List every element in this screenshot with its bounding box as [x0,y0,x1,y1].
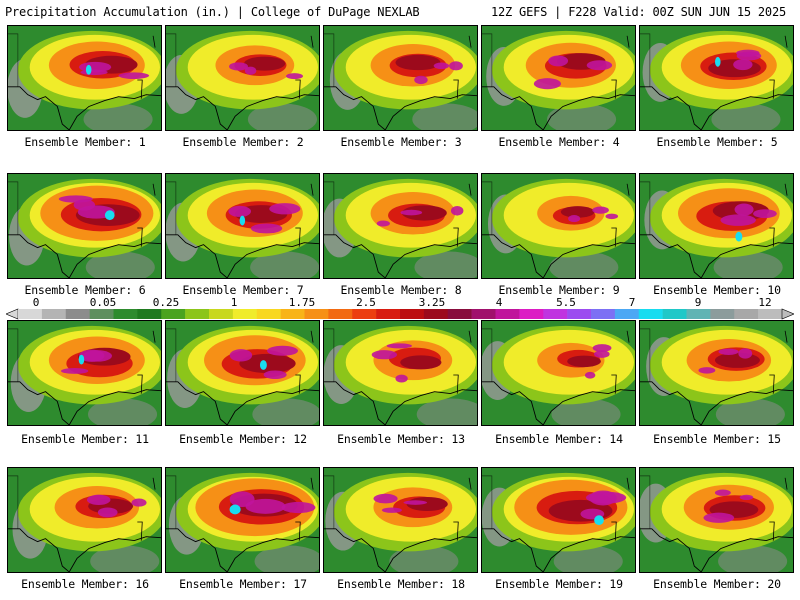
member-label-18: Ensemble Member: 18 [337,577,465,591]
member-map-4 [481,25,636,131]
colorbar-bin-31 [734,309,759,319]
colorbar-bin-26 [614,309,640,319]
colorbar-bin-9 [209,309,234,319]
colorbar-bin-16 [376,309,401,319]
colorbar-tick-label: 12 [758,296,772,309]
member-map-13 [323,320,478,426]
colorbar-bin-12 [280,309,305,319]
colorbar-tick-label: 1 [230,296,238,309]
colorbar-tick-label: 2.5 [356,296,376,309]
colorbar-bin-6 [137,309,162,319]
member-map-19 [481,467,636,573]
member-map-18 [323,467,478,573]
colorbar-bin-17 [400,309,425,319]
member-label-1: Ensemble Member: 1 [24,135,146,149]
member-label-15: Ensemble Member: 15 [653,432,781,446]
colorbar-tick-label: 0.05 [89,296,117,309]
member-map-14 [481,320,636,426]
member-label-5: Ensemble Member: 5 [656,135,778,149]
member-label-10: Ensemble Member: 10 [653,283,781,297]
member-label-11: Ensemble Member: 11 [21,432,149,446]
colorbar-tick-label: 7 [628,296,636,309]
colorbar-bin-2 [41,309,67,319]
colorbar-bin-20 [471,309,496,319]
colorbar-bin-11 [256,309,281,319]
chart-title: Precipitation Accumulation (in.) | Colle… [5,5,420,19]
member-map-1 [7,25,162,131]
colorbar-max-arrow [781,308,794,320]
colorbar-bin-14 [328,309,353,319]
member-label-17: Ensemble Member: 17 [179,577,307,591]
member-map-3 [323,25,478,131]
member-map-20 [639,467,794,573]
colorbar-bin-23 [543,309,568,319]
colorbar-tick-label: 9 [694,296,702,309]
member-label-2: Ensemble Member: 2 [182,135,304,149]
member-map-11 [7,320,162,426]
colorbar-tick-label: 1.75 [288,296,316,309]
member-label-7: Ensemble Member: 7 [182,283,304,297]
member-label-8: Ensemble Member: 8 [340,283,462,297]
colorbar-bin-10 [232,309,258,319]
colorbar-min-arrow [6,308,19,320]
precip-colorbar [6,308,794,320]
colorbar-bin-29 [686,309,711,319]
colorbar-bin-15 [352,309,377,319]
colorbar-bin-5 [113,309,138,319]
member-label-16: Ensemble Member: 16 [21,577,149,591]
member-label-12: Ensemble Member: 12 [179,432,307,446]
colorbar-tick-label: 0.25 [152,296,180,309]
colorbar-tick-label: 4 [495,296,503,309]
colorbar-tick-label: 3.25 [418,296,446,309]
colorbar-bin-25 [591,309,616,319]
member-map-17 [165,467,320,573]
member-label-6: Ensemble Member: 6 [24,283,146,297]
member-map-16 [7,467,162,573]
member-label-3: Ensemble Member: 3 [340,135,462,149]
colorbar-bin-13 [304,309,329,319]
member-map-5 [639,25,794,131]
member-map-10 [639,173,794,279]
member-map-9 [481,173,636,279]
colorbar-bin-22 [519,309,544,319]
colorbar-tick-label: 0 [32,296,40,309]
colorbar-bin-1 [18,309,43,319]
member-map-2 [165,25,320,131]
colorbar-bin-30 [710,309,735,319]
member-map-12 [165,320,320,426]
member-label-19: Ensemble Member: 19 [495,577,623,591]
member-label-4: Ensemble Member: 4 [498,135,620,149]
colorbar-bin-21 [495,309,520,319]
colorbar-bin-32 [758,309,783,319]
colorbar-bin-7 [161,309,186,319]
member-label-9: Ensemble Member: 9 [498,283,620,297]
colorbar-bin-18 [423,309,449,319]
colorbar-bin-3 [65,309,90,319]
colorbar-bin-28 [662,309,687,319]
member-map-15 [639,320,794,426]
member-label-13: Ensemble Member: 13 [337,432,465,446]
member-label-20: Ensemble Member: 20 [653,577,781,591]
member-map-6 [7,173,162,279]
colorbar-bin-4 [89,309,114,319]
member-map-8 [323,173,478,279]
colorbar-tick-label: 5.5 [556,296,576,309]
member-label-14: Ensemble Member: 14 [495,432,623,446]
colorbar-bin-8 [185,309,210,319]
colorbar-bin-19 [447,309,472,319]
run-valid-time: 12Z GEFS | F228 Valid: 00Z SUN JUN 15 20… [490,5,786,19]
colorbar-bin-27 [638,309,663,319]
colorbar-bin-24 [567,309,592,319]
member-map-7 [165,173,320,279]
